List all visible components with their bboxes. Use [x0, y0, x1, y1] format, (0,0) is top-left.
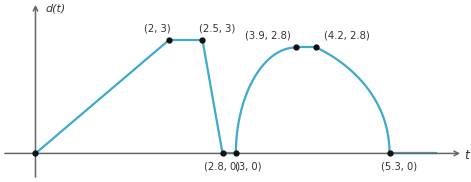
Text: (2.5, 3): (2.5, 3): [199, 23, 236, 33]
Text: (5.3, 0): (5.3, 0): [382, 162, 418, 172]
Text: t: t: [464, 149, 469, 162]
Text: (4.2, 2.8): (4.2, 2.8): [324, 31, 370, 41]
Text: d(t): d(t): [46, 4, 66, 14]
Text: (2.8, 0): (2.8, 0): [204, 162, 241, 172]
Text: (2, 3): (2, 3): [144, 23, 171, 33]
Text: (3.9, 2.8): (3.9, 2.8): [245, 31, 291, 41]
Text: (3, 0): (3, 0): [235, 162, 261, 172]
